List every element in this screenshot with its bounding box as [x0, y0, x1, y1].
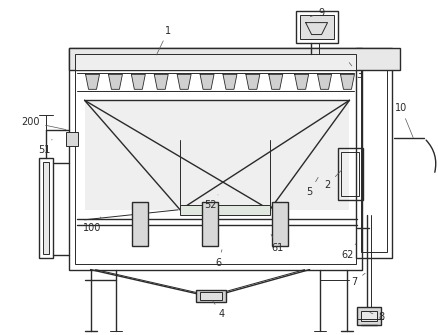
Text: 8: 8	[370, 312, 385, 322]
Text: 51: 51	[39, 139, 52, 155]
Text: 61: 61	[271, 234, 284, 253]
Bar	[132, 202, 148, 246]
Bar	[66, 132, 78, 146]
Polygon shape	[131, 74, 145, 89]
Text: 5: 5	[307, 177, 318, 197]
Bar	[296, 11, 338, 43]
Bar	[300, 15, 333, 39]
Polygon shape	[295, 74, 309, 89]
Text: 10: 10	[395, 103, 413, 138]
Polygon shape	[109, 74, 122, 89]
Text: 62: 62	[341, 244, 356, 260]
Bar	[338, 148, 364, 200]
Text: 2: 2	[325, 170, 342, 190]
Text: 7: 7	[351, 273, 365, 286]
Polygon shape	[85, 100, 350, 210]
Bar	[74, 55, 357, 70]
Text: 52: 52	[204, 195, 218, 210]
Text: 3: 3	[349, 63, 363, 80]
Polygon shape	[306, 22, 328, 35]
Text: 4: 4	[212, 301, 225, 319]
Text: 200: 200	[21, 117, 66, 130]
Bar	[69, 49, 362, 270]
Bar	[357, 49, 392, 258]
Text: 100: 100	[83, 217, 102, 233]
Bar	[272, 202, 288, 246]
Bar	[43, 162, 49, 254]
Polygon shape	[340, 74, 354, 89]
Bar	[196, 290, 226, 303]
Bar	[202, 202, 218, 246]
Polygon shape	[318, 74, 332, 89]
Bar	[200, 292, 222, 300]
Bar	[69, 49, 400, 70]
Bar	[361, 55, 387, 252]
Polygon shape	[223, 74, 237, 89]
Polygon shape	[177, 74, 191, 89]
Bar	[39, 158, 53, 258]
Polygon shape	[269, 74, 283, 89]
Polygon shape	[246, 74, 260, 89]
Text: 9: 9	[310, 8, 325, 18]
Bar	[74, 55, 357, 264]
Bar	[342, 152, 360, 196]
Polygon shape	[200, 74, 214, 89]
Bar	[357, 308, 381, 325]
Bar	[361, 312, 378, 321]
Polygon shape	[85, 74, 99, 89]
Polygon shape	[154, 74, 168, 89]
Bar	[180, 205, 270, 215]
Text: 6: 6	[215, 250, 222, 268]
Text: 1: 1	[156, 25, 171, 55]
